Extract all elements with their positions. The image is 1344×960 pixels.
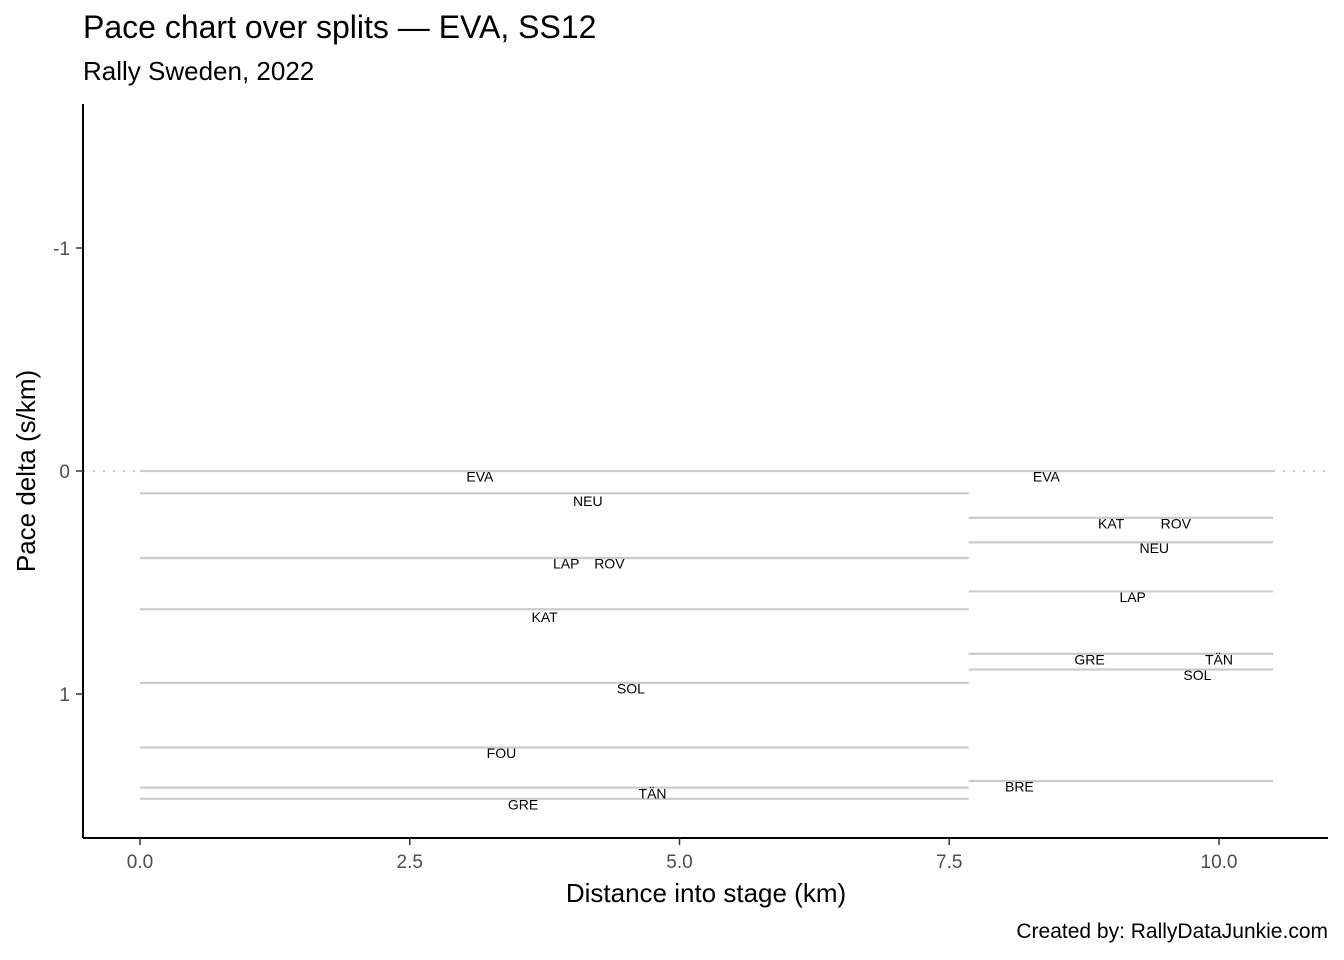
y-axis-title: Pace delta (s/km) <box>11 370 41 572</box>
chart-title: Pace chart over splits — EVA, SS12 <box>83 9 597 45</box>
segment-label-eva: EVA <box>466 469 494 485</box>
segment-label-lap: LAP <box>1119 589 1145 605</box>
segment-label-eva: EVA <box>1033 469 1061 485</box>
segment-label-fou: FOU <box>487 745 517 761</box>
segment-label-gre: GRE <box>508 797 538 813</box>
segment-label-gre: GRE <box>1074 652 1104 668</box>
axes-layer: 0.0 2.5 5.0 7.5 10.0 -1 0 1 <box>53 104 1328 873</box>
segment-labels-layer: EVA NEU LAP ROV KAT SOL FOU TÄN GRE EVA KAT ROV NEU L… <box>466 469 1233 813</box>
segment-label-neu: NEU <box>1139 540 1169 556</box>
x-tick-label: 10.0 <box>1201 852 1238 873</box>
x-axis-title: Distance into stage (km) <box>566 878 846 908</box>
x-tick-label: 2.5 <box>397 852 423 873</box>
segment-label-bre: BRE <box>1005 779 1034 795</box>
chart-subtitle: Rally Sweden, 2022 <box>83 56 315 86</box>
x-tick-label: 0.0 <box>127 852 153 873</box>
y-tick-label: -1 <box>53 239 70 260</box>
chart-caption: Created by: RallyDataJunkie.com <box>1016 920 1328 943</box>
segment-label-lap: LAP <box>553 556 579 572</box>
segment-label-rov: ROV <box>594 556 625 572</box>
segment-label-sol: SOL <box>617 681 645 697</box>
segment-label-tän: TÄN <box>639 785 667 801</box>
segment-label-sol: SOL <box>1183 667 1211 683</box>
segment-label-tän: TÄN <box>1205 652 1233 668</box>
segment-label-kat: KAT <box>1098 516 1125 532</box>
x-tick-label: 7.5 <box>936 852 962 873</box>
segment-label-rov: ROV <box>1161 516 1192 532</box>
x-tick-label: 5.0 <box>666 852 692 873</box>
segment-label-neu: NEU <box>573 493 603 509</box>
y-tick-label: 1 <box>59 685 70 706</box>
y-tick-label: 0 <box>59 462 70 483</box>
segments-layer <box>140 469 1273 800</box>
segment-label-kat: KAT <box>532 609 559 625</box>
